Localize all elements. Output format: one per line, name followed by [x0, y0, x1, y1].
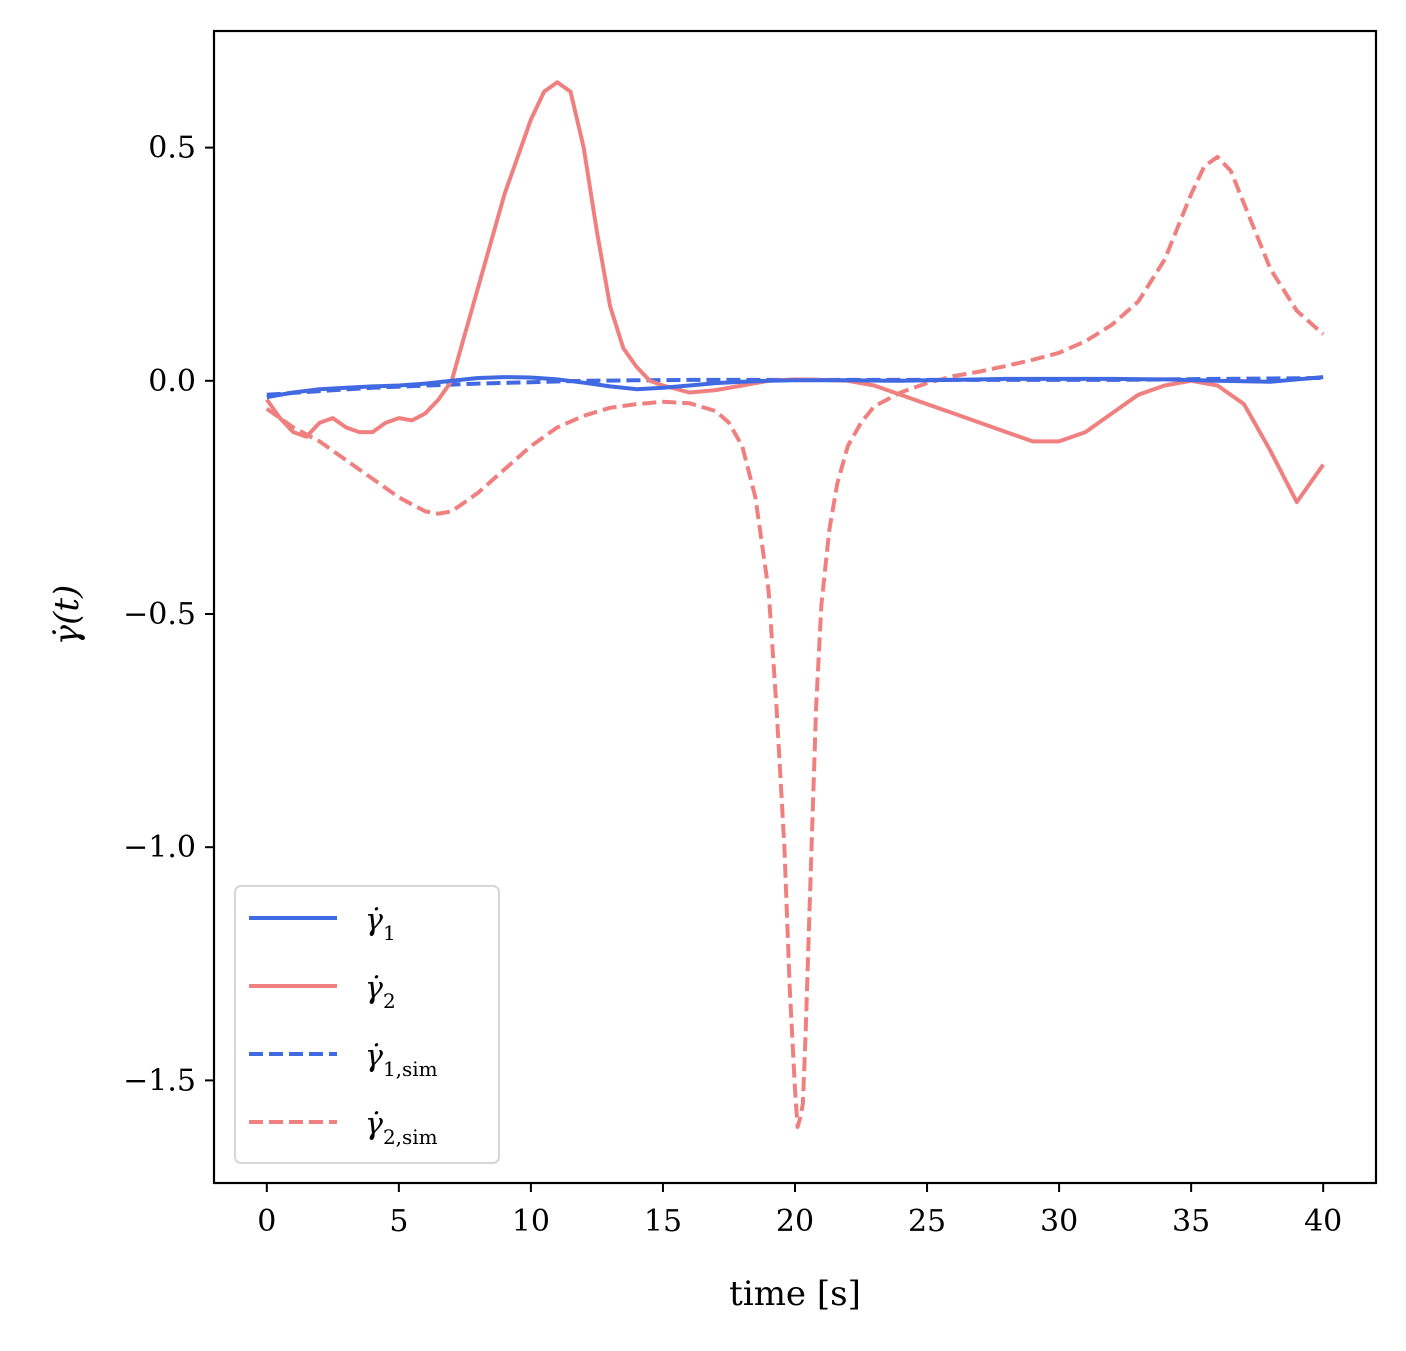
y-tick-label: −1.0 — [123, 830, 196, 865]
plot-lines — [265, 80, 1325, 1129]
legend-label-sub: 1 — [383, 921, 396, 945]
legend-label-sub: 1,sim — [383, 1057, 438, 1081]
x-axis-ticks: 0 5 10 15 20 25 30 35 40 — [257, 1183, 1342, 1239]
legend-label: γ̇2,sim — [365, 1107, 438, 1149]
x-tick-label: 25 — [908, 1204, 946, 1239]
legend-label-main: γ̇ — [365, 903, 383, 938]
x-tick-label: 0 — [257, 1204, 276, 1239]
y-tick-label: 0.5 — [148, 131, 196, 166]
x-axis-label: time [s] — [729, 1274, 861, 1314]
y-tick-label: 0.0 — [148, 364, 196, 399]
x-tick-label: 40 — [1304, 1204, 1342, 1239]
legend-label-main: γ̇ — [365, 1039, 383, 1074]
x-tick-label: 5 — [389, 1204, 408, 1239]
legend-box — [234, 885, 500, 1164]
x-tick-label: 35 — [1172, 1204, 1210, 1239]
legend-label: γ̇1 — [365, 903, 396, 945]
y-tick-label: −0.5 — [123, 597, 196, 632]
y-tick-label: −1.5 — [123, 1063, 196, 1098]
y-axis-ticks: 0.5 0.0 −0.5 −1.0 −1.5 — [123, 131, 214, 1098]
x-tick-label: 20 — [776, 1204, 814, 1239]
series-line-2-sim — [265, 154, 1325, 1129]
legend-label-main: γ̇ — [365, 971, 383, 1006]
x-tick-label: 30 — [1040, 1204, 1078, 1239]
legend-label-sub: 2 — [383, 989, 396, 1013]
legend-label-main: γ̇ — [365, 1107, 383, 1142]
legend-label-sub: 2,sim — [383, 1125, 438, 1149]
legend-label: γ̇1,sim — [365, 1039, 438, 1081]
series-line-2 — [265, 80, 1325, 505]
series-line-1 — [266, 375, 1324, 400]
x-tick-label: 15 — [644, 1204, 682, 1239]
legend-label: γ̇2 — [365, 971, 396, 1013]
y-axis-label: γ̇(t) — [47, 585, 87, 646]
x-tick-label: 10 — [512, 1204, 550, 1239]
